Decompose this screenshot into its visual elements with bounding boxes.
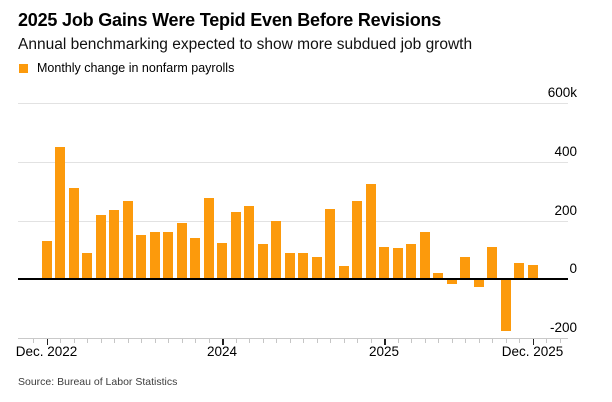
bar-nov-2024 [352, 201, 362, 280]
axis-tick [73, 339, 75, 343]
gridline [18, 221, 568, 222]
axis-tick [532, 339, 534, 345]
bar-jul-2023 [136, 235, 146, 280]
axis-tick [343, 339, 345, 343]
chart-title: 2025 Job Gains Were Tepid Even Before Re… [18, 10, 442, 30]
x-axis-line [18, 338, 568, 339]
zero-axis-line [18, 278, 568, 281]
bar-aug-2024 [311, 257, 322, 280]
axis-tick [303, 339, 304, 343]
bar-oct-2023 [176, 223, 187, 280]
axis-tick [222, 339, 224, 345]
axis-tick [384, 339, 386, 345]
source-note: Source: Bureau of Labor Statistics [18, 376, 178, 388]
bar-jan-2023 [55, 147, 65, 280]
legend-swatch-icon [19, 63, 28, 73]
bar-dec-2023 [203, 198, 214, 280]
legend: Monthly change in nonfarm payrolls [19, 61, 234, 75]
bar-dec-2022 [41, 241, 52, 280]
y-axis-label: 600k [547, 85, 577, 100]
bar-may-2023 [109, 210, 119, 280]
chart-subtitle: Annual benchmarking expected to show mor… [18, 36, 473, 53]
bar-dec-2025 [527, 264, 538, 280]
axis-tick [478, 339, 480, 343]
axis-tick [154, 339, 156, 343]
gridline [18, 162, 568, 163]
y-axis-label: 400 [554, 144, 577, 159]
axis-tick [262, 339, 264, 343]
axis-tick [559, 339, 561, 343]
bar-nov-2025 [514, 263, 524, 280]
bar-jun-2025 [446, 279, 457, 284]
bar-sep-2025 [487, 246, 497, 280]
axis-tick [208, 339, 210, 343]
axis-tick [492, 339, 493, 343]
axis-tick [451, 339, 453, 343]
y-axis-label: -200 [549, 320, 577, 335]
axis-tick [33, 339, 34, 343]
gridline [18, 103, 568, 104]
x-axis-label: 2025 [368, 344, 400, 359]
bar-feb-2024 [230, 211, 241, 280]
bar-mar-2024 [244, 205, 254, 280]
axis-tick [330, 339, 331, 343]
bar-aug-2023 [149, 232, 160, 280]
axis-tick [195, 339, 196, 343]
bar-jun-2023 [122, 201, 133, 280]
axis-tick [60, 339, 61, 343]
axis-tick [114, 339, 115, 343]
bar-sep-2023 [163, 232, 173, 280]
bar-jul-2024 [298, 252, 308, 280]
axis-tick [141, 339, 142, 343]
axis-tick [100, 339, 102, 343]
axis-tick [249, 339, 250, 343]
bar-nov-2023 [190, 238, 200, 280]
axis-tick [46, 339, 48, 345]
axis-tick [465, 339, 466, 343]
bar-jan-2025 [379, 246, 389, 280]
bar-jan-2024 [217, 242, 227, 280]
bar-may-2024 [271, 220, 281, 280]
axis-tick [87, 339, 88, 343]
bar-apr-2025 [419, 232, 430, 280]
bar-apr-2023 [95, 214, 106, 280]
axis-tick [316, 339, 318, 343]
axis-tick [505, 339, 507, 343]
bar-mar-2025 [406, 244, 416, 280]
bar-feb-2025 [392, 248, 403, 280]
axis-tick [168, 339, 169, 343]
bar-oct-2024 [338, 266, 349, 280]
x-axis-label: Dec. 2022 [15, 344, 78, 359]
bar-jun-2024 [284, 252, 295, 280]
bar-oct-2025 [500, 279, 511, 331]
axis-tick [370, 339, 372, 343]
bar-dec-2024 [365, 183, 376, 280]
y-axis-label: 0 [569, 261, 577, 276]
axis-tick [546, 339, 547, 343]
bar-mar-2023 [82, 252, 92, 280]
axis-tick [181, 339, 183, 343]
axis-tick [411, 339, 412, 343]
bar-feb-2023 [68, 188, 79, 280]
axis-tick [357, 339, 358, 343]
axis-tick [424, 339, 426, 343]
axis-tick [276, 339, 277, 343]
bar-sep-2024 [325, 208, 335, 280]
y-axis-label: 200 [554, 203, 577, 218]
bar-aug-2025 [473, 279, 484, 287]
x-axis-label: Dec. 2025 [501, 344, 564, 359]
axis-tick [127, 339, 129, 343]
axis-tick [289, 339, 291, 343]
axis-tick [519, 339, 520, 343]
bar-may-2025 [433, 273, 443, 280]
axis-tick [397, 339, 399, 343]
axis-tick [438, 339, 439, 343]
bar-apr-2024 [257, 244, 268, 280]
legend-label: Monthly change in nonfarm payrolls [37, 61, 235, 75]
bar-jul-2025 [460, 257, 470, 280]
x-axis-label: 2024 [206, 344, 238, 359]
axis-tick [235, 339, 237, 343]
